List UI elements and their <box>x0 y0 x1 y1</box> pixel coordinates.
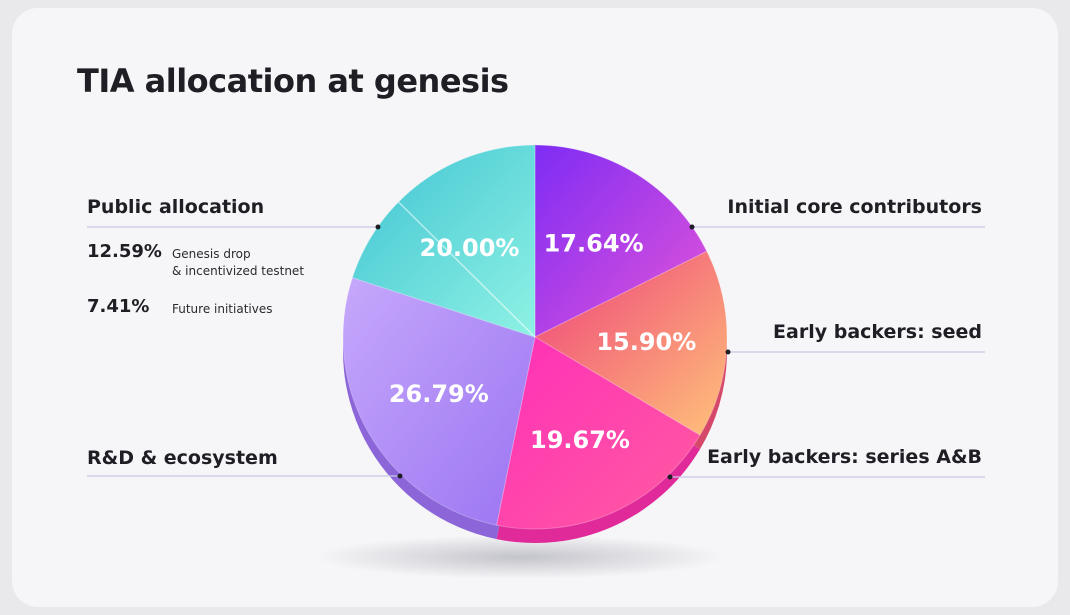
slice-public-allocation <box>351 144 536 338</box>
leader-early-backers-series-ab-dot <box>667 474 673 480</box>
public-future-percent: 7.41% <box>87 296 150 317</box>
label-public-allocation: Public allocation <box>87 196 265 218</box>
slice-initial-core-contributors <box>534 144 708 338</box>
label-early-backers-seed: Early backers: seed <box>773 321 982 343</box>
public-subdivision-line <box>397 201 536 338</box>
label-rd-ecosystem: R&D & ecosystem <box>87 447 278 469</box>
public-future-desc: Future initiatives <box>172 302 273 316</box>
leader-initial-core-contributors-dot <box>689 224 695 230</box>
public-genesis-desc-line2: & incentivized testnet <box>172 264 305 278</box>
pct-label-initial-core-contributors: 17.64% <box>544 229 644 257</box>
pct-label-early-backers-seed: 15.90% <box>596 328 696 356</box>
leader-early-backers-seed-dot <box>725 349 731 355</box>
leader-public-allocation-dot <box>375 224 381 230</box>
slice-percent-labels: 17.64% 15.90% 19.67% 26.79% 20.00% <box>389 229 696 454</box>
pie-slices <box>342 144 728 530</box>
slice-rd-ecosystem <box>342 277 536 526</box>
pct-label-public-allocation: 20.00% <box>420 234 520 262</box>
pie-shadow <box>315 535 725 579</box>
leader-lines <box>87 224 985 480</box>
slice-early-backers-series-ab <box>495 336 701 530</box>
label-initial-core-contributors: Initial core contributors <box>727 196 982 218</box>
leader-rd-ecosystem-dot <box>397 473 403 479</box>
pct-label-rd-ecosystem: 26.79% <box>389 380 489 408</box>
slice-early-backers-seed <box>533 250 728 436</box>
public-genesis-desc-line1: Genesis drop <box>172 247 251 261</box>
public-genesis-percent: 12.59% <box>87 241 162 262</box>
pct-label-early-backers-series-ab: 19.67% <box>530 426 630 454</box>
chart-title: TIA allocation at genesis <box>77 62 509 100</box>
public-genesis-desc: Genesis drop & incentivized testnet <box>172 246 304 280</box>
label-early-backers-series-ab: Early backers: series A&B <box>707 446 982 468</box>
